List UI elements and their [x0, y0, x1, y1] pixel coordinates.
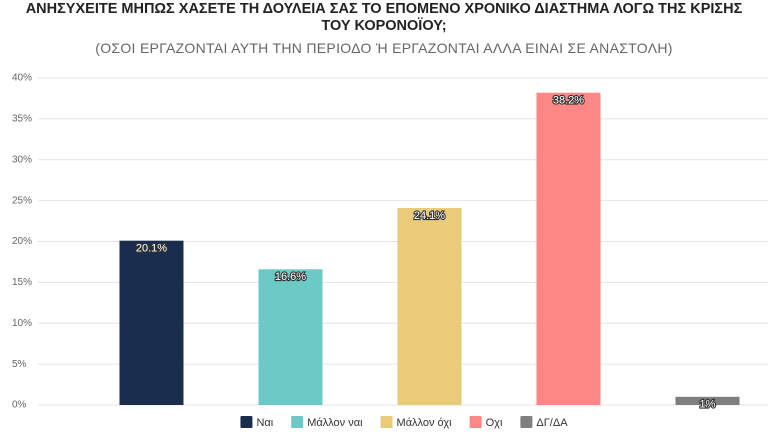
- y-tick-label: 15%: [12, 277, 32, 288]
- legend-label: ΔΓ/ΔΑ: [536, 417, 568, 429]
- y-tick-label: 35%: [12, 114, 32, 125]
- chart-title: ΑΝΗΣΥΧΕΙΤΕ ΜΗΠΩΣ ΧΑΣΕΤΕ ΤΗ ΔΟΥΛΕΙΑ ΣΑΣ Τ…: [25, 1, 743, 34]
- y-tick-label: 5%: [12, 359, 27, 370]
- value-label: 16.6%: [275, 271, 306, 283]
- y-tick-label: 10%: [12, 318, 32, 329]
- bar: [119, 240, 184, 405]
- legend-swatch: [469, 416, 482, 428]
- legend-swatch: [520, 416, 533, 428]
- y-tick-label: 20%: [12, 236, 32, 247]
- y-tick-label: 40%: [12, 73, 32, 84]
- legend-label: Ναι: [256, 417, 273, 429]
- y-tick-label: 30%: [12, 154, 32, 165]
- bar: [258, 269, 323, 405]
- bar: [397, 207, 462, 405]
- legend-label: Μάλλον ναι: [307, 417, 363, 429]
- y-tick-label: 0%: [12, 400, 27, 411]
- legend-swatch: [240, 416, 253, 428]
- y-tick-label: 25%: [12, 195, 32, 206]
- chart-subtitle: (ΟΣΟΙ ΕΡΓΑΖΟΝΤΑΙ ΑΥΤΗ ΤΗΝ ΠΕΡΙΟΔΟ Ή ΕΡΓΑ…: [95, 40, 673, 56]
- value-label: 38.2%: [553, 95, 584, 107]
- bar: [675, 396, 740, 405]
- legend-swatch: [380, 416, 393, 428]
- legend-label: Οχι: [486, 417, 503, 429]
- legend-swatch: [291, 416, 304, 428]
- value-label: 20.1%: [136, 243, 167, 255]
- value-label: 1%: [700, 399, 716, 411]
- legend-label: Μάλλον όχι: [397, 417, 453, 429]
- value-label: 24.1%: [414, 210, 445, 222]
- bar: [536, 92, 601, 405]
